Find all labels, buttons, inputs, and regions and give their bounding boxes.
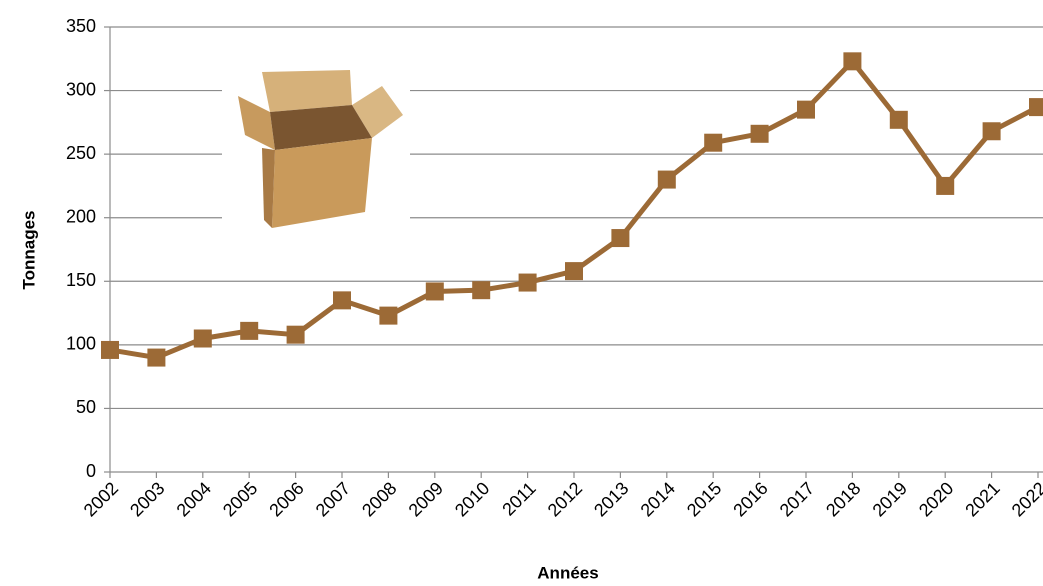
y-tick-label: 50 — [76, 397, 96, 417]
y-tick-label: 300 — [66, 79, 96, 99]
x-tick-label: 2018 — [822, 478, 864, 520]
x-axis-label: Années — [537, 563, 598, 582]
x-tick-label: 2011 — [498, 478, 540, 520]
y-tick-label: 100 — [66, 334, 96, 354]
x-tick-label: 2017 — [776, 478, 818, 520]
x-tick-label: 2019 — [869, 478, 911, 520]
x-tick-label: 2010 — [451, 478, 493, 520]
marker — [240, 321, 259, 340]
marker — [982, 122, 1001, 141]
y-axis-label: Tonnages — [19, 210, 38, 289]
x-tick-label: 2014 — [637, 478, 679, 520]
marker — [472, 281, 491, 300]
x-tick-label: 2022 — [1008, 478, 1043, 520]
marker — [333, 291, 351, 310]
x-tick-label: 2021 — [961, 478, 1003, 520]
box-illustration — [222, 62, 410, 237]
marker — [425, 282, 444, 301]
marker — [936, 176, 955, 195]
marker — [286, 325, 305, 344]
marker — [657, 170, 676, 189]
x-tick-label: 2006 — [265, 478, 307, 520]
x-tick-label: 2002 — [80, 478, 122, 520]
x-tick-label: 2020 — [915, 478, 957, 520]
y-tick-label: 0 — [86, 461, 96, 481]
x-tick-label: 2016 — [729, 478, 771, 520]
x-tick-label: 2013 — [590, 478, 632, 520]
marker — [1029, 98, 1043, 117]
x-tick-label: 2015 — [683, 478, 725, 520]
marker — [518, 273, 537, 292]
marker — [101, 340, 119, 359]
y-tick-label: 200 — [66, 206, 96, 226]
marker — [193, 329, 212, 348]
marker — [704, 133, 723, 152]
x-tick-label: 2003 — [126, 478, 168, 520]
x-tick-label: 2012 — [544, 478, 586, 520]
x-tick-label: 2004 — [173, 478, 215, 520]
x-tick-label: 2007 — [312, 478, 354, 520]
marker — [565, 262, 583, 281]
marker — [797, 100, 815, 119]
marker — [379, 306, 398, 325]
marker — [843, 52, 862, 71]
y-tick-label: 250 — [66, 143, 96, 163]
y-tick-label: 350 — [66, 16, 96, 36]
marker — [889, 110, 908, 129]
marker — [147, 348, 166, 367]
marker — [611, 229, 630, 248]
x-tick-label: 2008 — [358, 478, 400, 520]
x-tick-label: 2009 — [405, 478, 447, 520]
marker — [750, 124, 769, 143]
x-tick-label: 2005 — [219, 478, 261, 520]
y-tick-label: 150 — [66, 270, 96, 290]
